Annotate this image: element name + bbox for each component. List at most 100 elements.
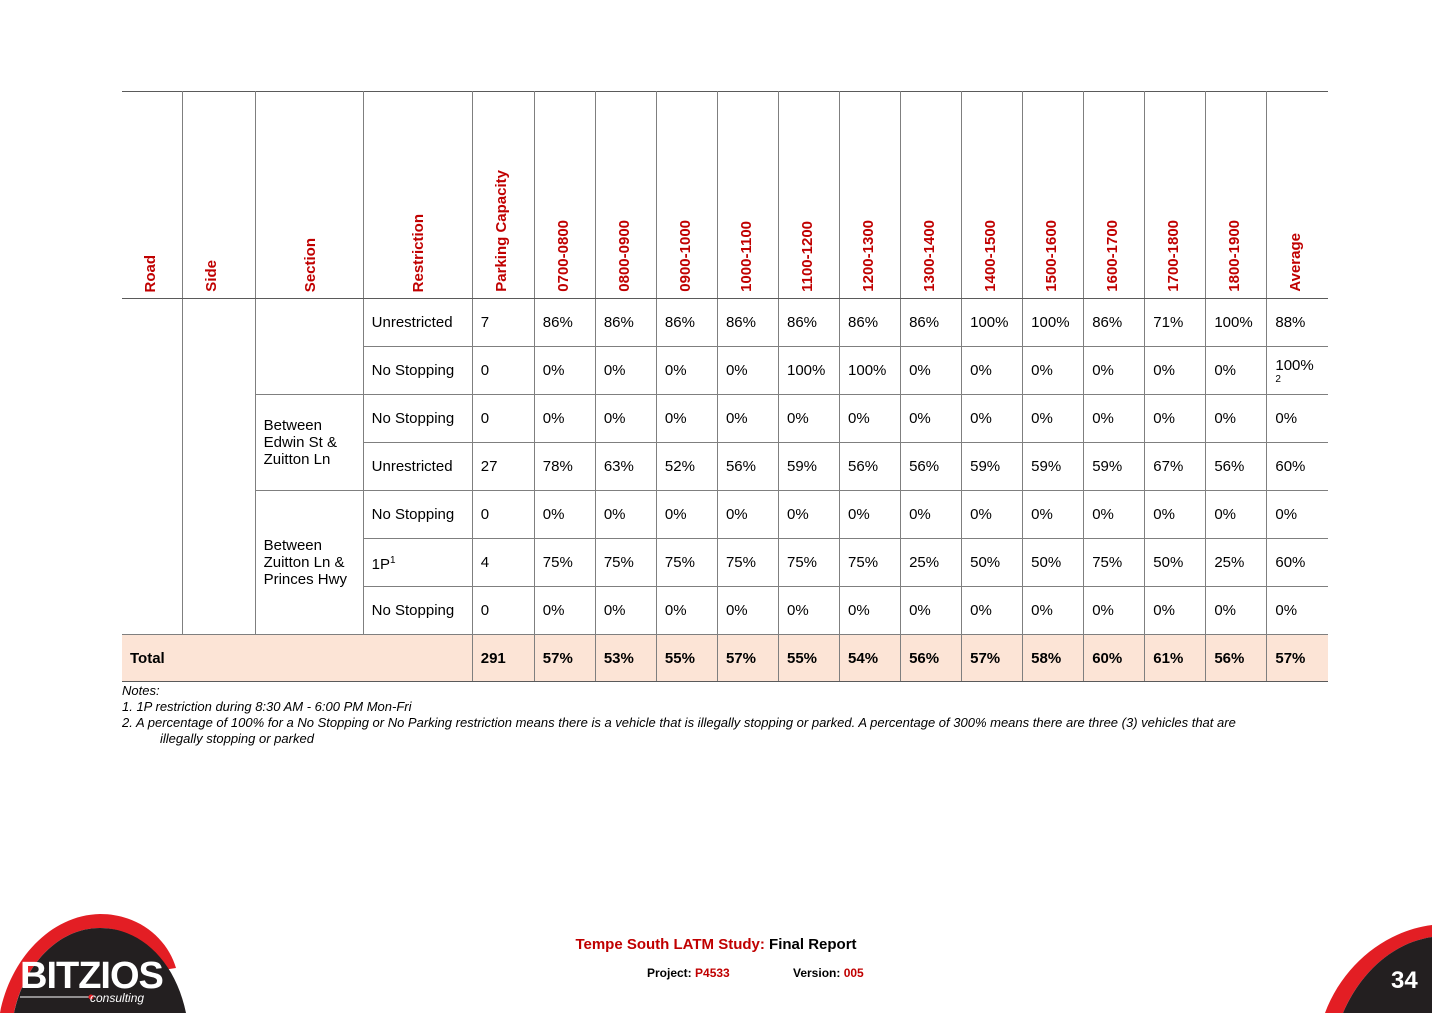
table-row: 1P1 4 75% 75% 75% 75% 75% 75% 25% 50% 50… — [122, 538, 1328, 587]
table-cell: 0% — [1205, 586, 1268, 635]
table-cell: 0% — [1144, 586, 1207, 635]
table-cell: 0% — [533, 346, 596, 395]
table-cell: 0% — [655, 490, 718, 539]
table-cell: 25% — [900, 538, 963, 587]
table-cell: 71% — [1144, 298, 1207, 347]
table-cell: 75% — [655, 538, 718, 587]
table-cell: 57% — [1266, 634, 1328, 682]
table-cell: 55% — [777, 634, 841, 682]
table-cell: 100% — [1205, 298, 1268, 347]
table-cell: 0% — [839, 586, 902, 635]
header-cell: 1500-1600 — [1022, 91, 1085, 299]
bitzios-logo-icon — [0, 914, 186, 1013]
note-item: 2. A percentage of 100% for a No Stoppin… — [122, 715, 1236, 730]
header-cell: Restriction — [362, 91, 473, 299]
table-cell: 0% — [594, 586, 657, 635]
table-cell: 57% — [533, 634, 596, 682]
table-row: No Stopping 0 0% 0% 0% 0% 0% 0% 0% 0% 0%… — [122, 586, 1328, 635]
table-cell: 86% — [900, 298, 963, 347]
table-header-row: Road Side Section Restriction Parking Ca… — [122, 91, 1328, 299]
table-cell: 0% — [1083, 490, 1146, 539]
report-title-study: Tempe South LATM Study: — [575, 936, 765, 953]
table-row: No Stopping 0 0% 0% 0% 0% 100% 100% 0% 0… — [122, 346, 1328, 395]
table-cell: 63% — [594, 442, 657, 491]
table-cell: 0% — [1083, 346, 1146, 395]
table-cell: 0% — [1205, 346, 1268, 395]
table-cell: 100% — [961, 298, 1024, 347]
table-cell: 100% — [839, 346, 902, 395]
table-cell: 0% — [594, 346, 657, 395]
table-cell: 75% — [1083, 538, 1146, 587]
table-cell: 50% — [1144, 538, 1207, 587]
table-cell: 0% — [1144, 394, 1207, 443]
table-cell: 86% — [655, 298, 718, 347]
table-cell: 75% — [716, 538, 779, 587]
table-cell: 56% — [900, 442, 963, 491]
table-cell: 0 — [471, 394, 535, 443]
restriction-cell: Unrestricted — [362, 298, 473, 347]
header-cell: 0900-1000 — [655, 91, 718, 299]
parking-occupancy-table: Road Side Section Restriction Parking Ca… — [122, 91, 1328, 682]
table-cell: 58% — [1022, 634, 1085, 682]
restriction-cell: No Stopping — [362, 394, 473, 443]
table-cell: 0% — [1083, 586, 1146, 635]
project-meta: Project: P4533 — [647, 966, 730, 980]
total-row: Total 291 57% 53% 55% 57% 55% 54% 56% 57… — [122, 634, 1328, 682]
header-cell: 1600-1700 — [1083, 91, 1146, 299]
table-cell: 0% — [716, 346, 779, 395]
table-cell: 0% — [655, 586, 718, 635]
version-label: Version: — [793, 966, 841, 980]
restriction-cell: No Stopping — [362, 490, 473, 539]
table-cell: 57% — [716, 634, 779, 682]
table-cell: 50% — [961, 538, 1024, 587]
table-cell: 0% — [1022, 586, 1085, 635]
table-cell: 0% — [1144, 346, 1207, 395]
average-value: 100% — [1275, 356, 1314, 374]
table-cell: 0% — [961, 394, 1024, 443]
table-row: Unrestricted 7 86% 86% 86% 86% 86% 86% 8… — [122, 298, 1328, 635]
table-cell: 56% — [1205, 442, 1268, 491]
table-cell: 75% — [839, 538, 902, 587]
table-cell: 0% — [900, 586, 963, 635]
table-cell: 0% — [1144, 490, 1207, 539]
restriction-cell: No Stopping — [362, 346, 473, 395]
table-cell: 86% — [777, 298, 841, 347]
header-cell: Parking Capacity — [471, 91, 535, 299]
table-cell: 0% — [1205, 490, 1268, 539]
table-cell: 67% — [1144, 442, 1207, 491]
table-cell: 7 — [471, 298, 535, 347]
header-cell: 1400-1500 — [961, 91, 1024, 299]
table-cell: 54% — [839, 634, 902, 682]
table-cell: 52% — [655, 442, 718, 491]
project-value: P4533 — [695, 966, 730, 980]
table-cell: 86% — [1083, 298, 1146, 347]
table-cell: 0% — [594, 490, 657, 539]
table-cell: 0% — [900, 394, 963, 443]
restriction-cell: Unrestricted — [362, 442, 473, 491]
logo-subtext: consulting — [90, 991, 145, 1005]
table-cell: 86% — [594, 298, 657, 347]
header-cell: 1000-1100 — [716, 91, 779, 299]
table-cell: 59% — [1022, 442, 1085, 491]
table-cell: 0% — [716, 394, 779, 443]
table-cell: 0% — [900, 346, 963, 395]
footnote-ref: 1 — [390, 555, 396, 566]
total-label: Total — [122, 634, 473, 682]
table-cell: 59% — [961, 442, 1024, 491]
table-row: Between Edwin St & Zuitton Ln No Stoppin… — [122, 394, 1328, 491]
header-cell: 1700-1800 — [1144, 91, 1207, 299]
restriction-cell: No Stopping — [362, 586, 473, 635]
table-cell: 0% — [777, 394, 841, 443]
table-cell: 50% — [1022, 538, 1085, 587]
table-cell: 0% — [655, 394, 718, 443]
header-cell: 1300-1400 — [900, 91, 963, 299]
table-cell: 0% — [1266, 394, 1328, 443]
version-meta: Version: 005 — [793, 966, 864, 980]
table-cell: 0% — [716, 490, 779, 539]
table-notes: Notes: 1. 1P restriction during 8:30 AM … — [122, 683, 1312, 747]
logo-text: BITZIOS — [20, 955, 164, 997]
table-cell: 4 — [471, 538, 535, 587]
section-cell — [254, 298, 364, 395]
table-cell: 0% — [594, 394, 657, 443]
table-cell: 86% — [716, 298, 779, 347]
